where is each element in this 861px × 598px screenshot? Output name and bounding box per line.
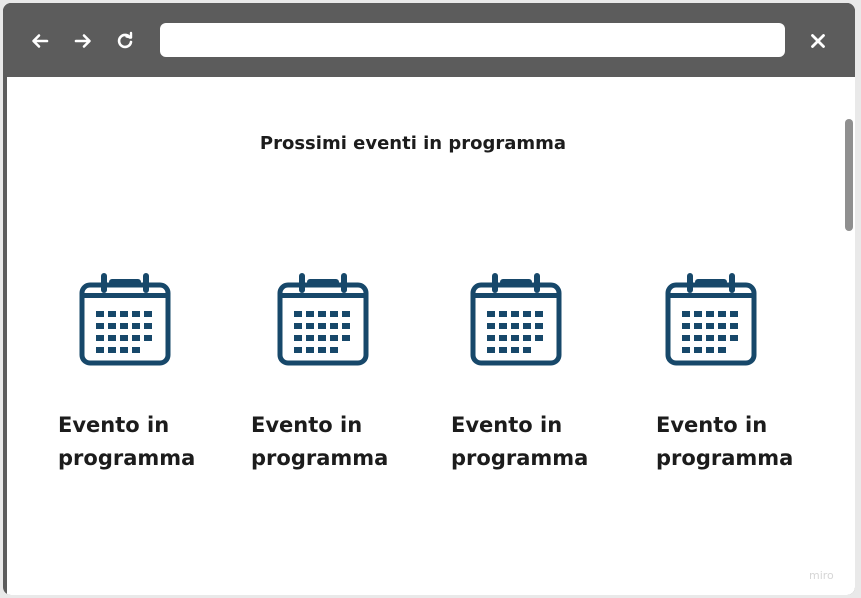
calendar-icon xyxy=(79,273,171,366)
calendar-icon xyxy=(277,273,369,366)
reload-button[interactable] xyxy=(113,29,137,53)
arrow-right-icon xyxy=(74,34,91,48)
browser-toolbar xyxy=(3,3,855,77)
forward-button[interactable] xyxy=(71,29,95,53)
calendar-icon xyxy=(470,273,562,366)
miro-watermark: miro xyxy=(809,569,834,582)
browser-window: Prossimi eventi in programma Evento in p… xyxy=(3,3,855,595)
event-label: Evento in programma xyxy=(656,413,794,470)
event-label: Evento in programma xyxy=(58,413,196,470)
arrow-left-icon xyxy=(32,34,49,48)
event-label: Evento in programma xyxy=(251,413,389,470)
close-button[interactable] xyxy=(806,29,830,53)
reload-icon xyxy=(117,31,133,49)
close-icon xyxy=(811,34,825,48)
scrollbar-thumb[interactable] xyxy=(845,119,853,231)
event-label: Evento in programma xyxy=(451,413,589,470)
page-title: Prossimi eventi in programma xyxy=(259,133,567,154)
url-input[interactable] xyxy=(160,23,785,57)
back-button[interactable] xyxy=(28,29,52,53)
calendar-icon xyxy=(665,273,757,366)
